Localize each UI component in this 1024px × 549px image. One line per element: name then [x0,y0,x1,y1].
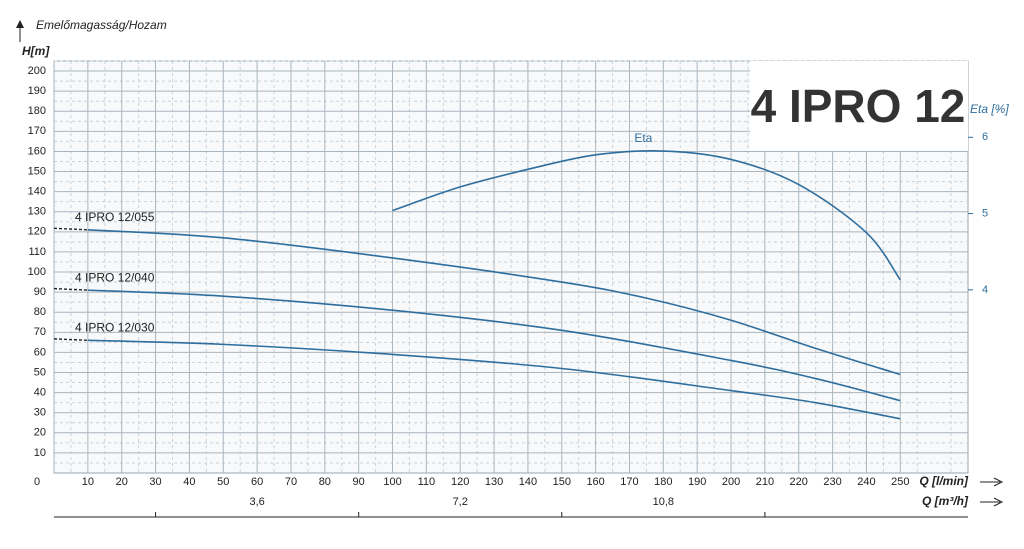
y-tick-label: 130 [28,206,46,218]
y2-tick-label: 5 [982,207,988,219]
curve-extension [53,338,88,342]
y-axis-label: H[m] [22,44,50,58]
x-tick-label: 50 [217,476,229,488]
chart-title: 4 IPRO 12 [751,80,966,132]
y2-tick-label: 4 [982,284,988,296]
y-tick-label: 70 [34,326,46,338]
x-tick-label: 250 [891,476,909,488]
x-tick-label: 100 [383,476,401,488]
x2-axis-label: Q [m³/h] [922,494,969,508]
curve [87,289,901,402]
x-tick-label: 230 [823,476,841,488]
series-label: 4 IPRO 12/055 [75,210,155,224]
x-tick-label: 220 [790,476,808,488]
x-tick-label: 200 [722,476,740,488]
x2-tick-label: 7,2 [453,496,468,508]
series-label: Eta [634,131,652,145]
curve-extension [53,287,88,291]
x-tick-label: 10 [82,476,94,488]
curve [392,150,901,281]
y-tick-label: 200 [28,65,46,77]
y-tick-label: 170 [28,125,46,137]
series-label: 4 IPRO 12/030 [75,321,155,335]
x-tick-label: 140 [519,476,537,488]
x-tick-label: 30 [149,476,161,488]
x-tick-label: 40 [183,476,195,488]
x-tick-label: 0 [34,476,40,488]
y-tick-label: 150 [28,165,46,177]
y-tick-label: 110 [28,246,46,258]
series-label: 4 IPRO 12/040 [75,270,155,284]
x-tick-label: 210 [756,476,774,488]
axis-arrow-head [16,20,24,28]
y-tick-label: 60 [34,346,46,358]
y-tick-label: 120 [28,226,46,238]
x-tick-label: 80 [319,476,331,488]
x-tick-label: 70 [285,476,297,488]
y-tick-label: 140 [28,186,46,198]
x-tick-label: 190 [688,476,706,488]
x2-tick-label: 10,8 [653,496,674,508]
top-label: Emelőmagasság/Hozam [36,18,167,32]
y2-axis-label: Eta [%] [970,102,1009,116]
x-tick-label: 160 [586,476,604,488]
x-tick-label: 150 [553,476,571,488]
x-tick-label: 60 [251,476,263,488]
x-tick-label: 20 [116,476,128,488]
curve [87,229,901,376]
y-tick-label: 90 [34,286,46,298]
y-tick-label: 30 [34,407,46,419]
x-arrow [980,477,1004,487]
y-tick-label: 80 [34,306,46,318]
y2-tick-label: 6 [982,131,988,143]
x-tick-label: 240 [857,476,875,488]
grid [53,60,968,473]
y-tick-label: 10 [34,447,46,459]
x-tick-label: 90 [353,476,365,488]
x-tick-label: 110 [418,476,436,488]
curve [87,339,901,420]
y-tick-label: 100 [28,266,46,278]
y-tick-label: 50 [34,366,46,378]
x-tick-label: 130 [485,476,503,488]
x2-arrow [980,497,1004,507]
y-tick-label: 160 [28,145,46,157]
title-box [750,61,968,151]
x-tick-label: 170 [620,476,638,488]
y-tick-label: 40 [34,387,46,399]
y-tick-label: 180 [28,105,46,117]
x-axis-label: Q [l/min] [919,474,969,488]
y-tick-label: 190 [28,85,46,97]
y-tick-label: 20 [34,427,46,439]
x-tick-label: 180 [654,476,672,488]
x2-tick-label: 3,6 [249,496,264,508]
x-tick-label: 120 [451,476,469,488]
curve-extension [53,227,88,231]
